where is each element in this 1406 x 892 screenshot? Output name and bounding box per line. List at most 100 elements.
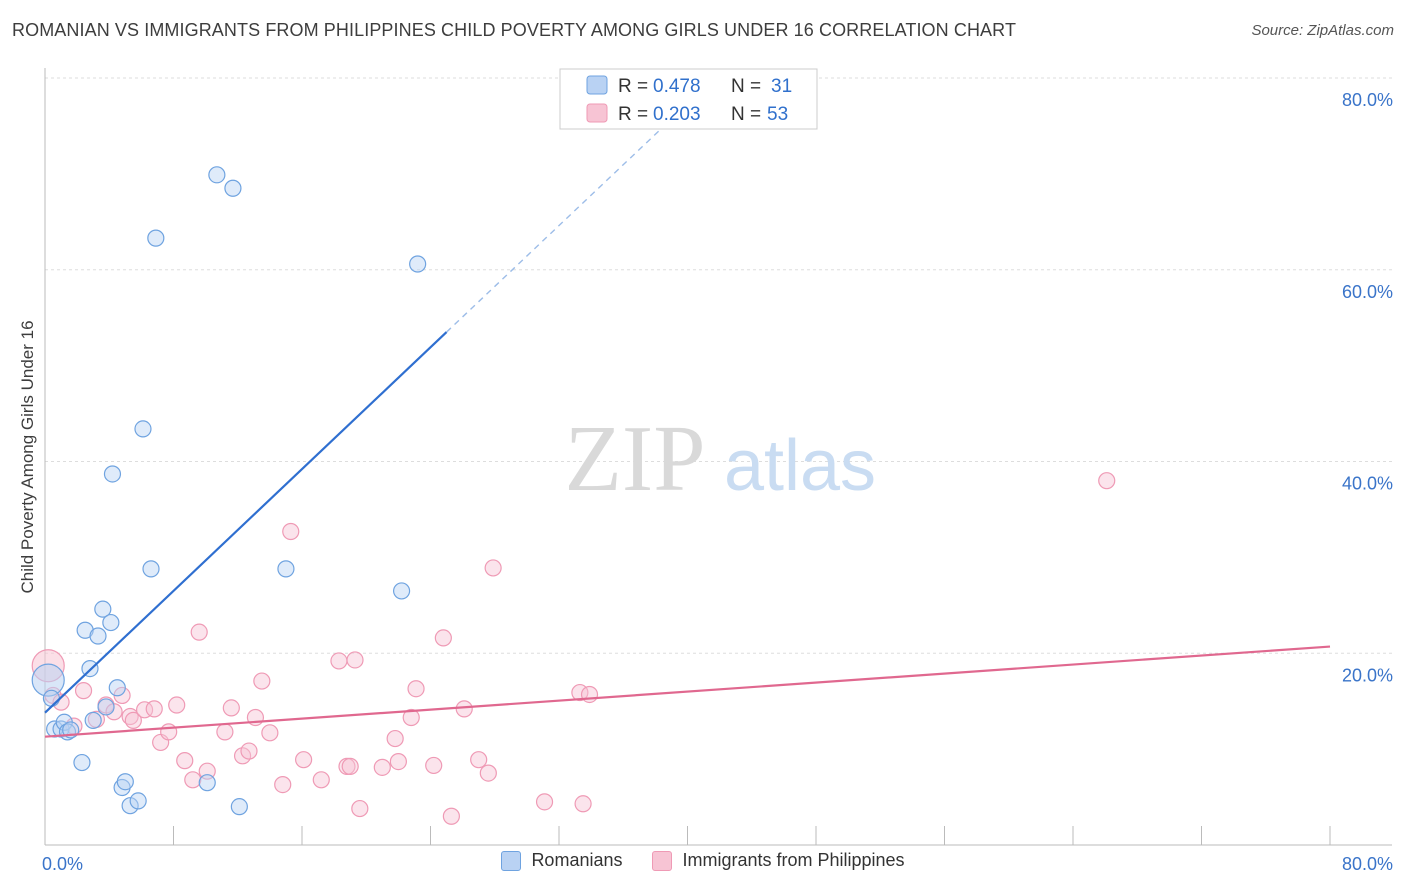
point-romanians	[198, 774, 216, 792]
legend-r-value-romanians: 0.478	[653, 76, 701, 97]
point-philippines	[434, 629, 452, 647]
point-romanians	[147, 229, 165, 247]
data-points	[31, 166, 1116, 825]
point-philippines	[240, 742, 258, 760]
point-philippines	[74, 682, 93, 700]
point-philippines	[168, 696, 186, 714]
point-philippines	[407, 680, 425, 698]
point-romanians	[94, 600, 112, 618]
point-philippines	[261, 724, 279, 742]
point-philippines	[52, 693, 70, 711]
point-philippines	[274, 775, 292, 794]
point-philippines	[216, 723, 234, 741]
point-romanians	[142, 560, 160, 578]
point-romanians	[84, 711, 102, 729]
legend-swatch-philippines	[586, 103, 608, 123]
point-philippines	[190, 623, 208, 641]
source-label: Source: ZipAtlas.com	[1251, 22, 1394, 39]
point-romanians	[103, 465, 122, 483]
y-tick-label: 20.0%	[1342, 665, 1393, 685]
y-tick-label: 40.0%	[1342, 474, 1393, 494]
axes	[44, 68, 1392, 846]
point-philippines	[295, 751, 313, 769]
point-philippines	[442, 807, 460, 825]
y-tick-label: 80.0%	[1342, 90, 1393, 110]
trend-line-romanians-extension	[446, 103, 688, 333]
legend-n-label-philippines: N =	[731, 104, 761, 125]
legend-item-romanians[interactable]: Romanians	[501, 850, 622, 871]
point-philippines	[312, 771, 330, 789]
point-philippines	[470, 751, 488, 769]
point-romanians	[108, 679, 126, 697]
tick-labels: 20.0% 40.0% 60.0% 80.0% 0.0% 80.0%	[42, 90, 1393, 874]
point-romanians	[102, 613, 120, 632]
series-legend: Romanians Immigrants from Philippines	[0, 850, 1406, 871]
point-philippines	[124, 711, 142, 729]
romanians-swatch	[501, 850, 522, 871]
chart-title: ROMANIAN VS IMMIGRANTS FROM PHILIPPINES …	[12, 20, 1017, 40]
legend-label-romanians: Romanians	[531, 850, 623, 870]
legend-item-philippines[interactable]: Immigrants from Philippines	[652, 850, 905, 871]
x-tick-label-min: 0.0%	[42, 854, 83, 874]
point-philippines	[402, 708, 420, 727]
point-philippines	[176, 752, 194, 770]
point-philippines	[330, 652, 348, 670]
point-philippines	[484, 559, 502, 577]
point-philippines	[389, 752, 407, 771]
legend-r-label-romanians: R =	[618, 76, 648, 97]
legend-n-value-romanians: 31	[771, 76, 792, 97]
gridlines	[45, 77, 1392, 654]
point-philippines	[145, 700, 163, 718]
point-philippines	[222, 699, 240, 717]
point-romanians	[129, 792, 147, 810]
point-philippines	[184, 771, 202, 789]
watermark-atlas: atlas	[724, 426, 876, 506]
point-romanians	[121, 797, 139, 815]
point-romanians	[134, 420, 152, 438]
watermark-zip: ZIP	[565, 407, 706, 511]
point-philippines	[105, 703, 123, 721]
point-romanians	[89, 627, 107, 645]
point-philippines	[253, 672, 271, 690]
point-philippines	[346, 651, 364, 669]
legend-label-philippines: Immigrants from Philippines	[682, 850, 905, 870]
point-romanians	[224, 179, 242, 197]
point-romanians	[116, 773, 134, 791]
y-tick-label: 60.0%	[1342, 282, 1393, 302]
point-philippines	[535, 793, 554, 811]
trend-line-philippines	[44, 645, 1331, 738]
point-romanians	[208, 166, 226, 184]
legend-swatch-romanians	[586, 75, 608, 95]
point-philippines	[341, 757, 359, 775]
trend-line-romanians	[44, 331, 448, 714]
point-philippines	[479, 764, 497, 782]
watermark: ZIP atlas	[565, 407, 877, 511]
point-philippines	[580, 685, 599, 704]
point-romanians	[31, 663, 65, 697]
point-romanians	[277, 560, 295, 578]
legend-r-label-philippines: R =	[618, 104, 648, 125]
point-romanians	[97, 698, 115, 716]
legend-r-value-philippines: 0.203	[653, 104, 701, 125]
point-philippines	[386, 729, 404, 748]
point-philippines	[1098, 472, 1116, 490]
legend-n-value-philippines: 53	[767, 104, 788, 125]
point-philippines	[373, 758, 391, 776]
point-philippines	[351, 799, 369, 818]
point-romanians	[392, 582, 411, 600]
point-philippines	[425, 756, 443, 775]
point-romanians	[230, 798, 248, 816]
correlation-legend: R = 0.478 N = 31 R = 0.203 N = 53	[559, 68, 818, 130]
point-philippines	[574, 795, 592, 813]
x-tick-label-max: 80.0%	[1342, 854, 1393, 874]
point-philippines	[455, 700, 473, 718]
point-romanians	[42, 689, 61, 707]
legend-n-label-romanians: N =	[731, 76, 761, 97]
point-romanians	[73, 753, 91, 772]
point-romanians	[409, 255, 427, 273]
philippines-swatch	[652, 850, 673, 871]
point-philippines	[160, 723, 178, 741]
trend-lines	[44, 103, 1331, 738]
point-philippines	[282, 522, 300, 541]
